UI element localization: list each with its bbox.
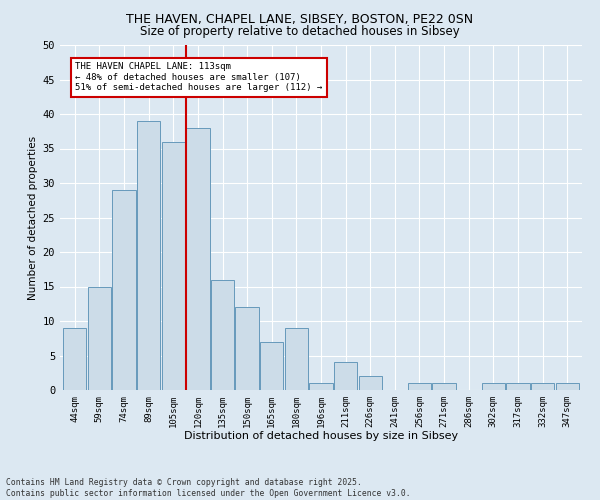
Bar [88, 286, 111, 390]
Bar [408, 383, 431, 390]
Text: Size of property relative to detached houses in Sibsey: Size of property relative to detached ho… [140, 25, 460, 38]
Y-axis label: Number of detached properties: Number of detached properties [28, 136, 38, 300]
Bar [359, 376, 382, 390]
Text: THE HAVEN CHAPEL LANE: 113sqm
← 48% of detached houses are smaller (107)
51% of : THE HAVEN CHAPEL LANE: 113sqm ← 48% of d… [75, 62, 323, 92]
Bar [506, 383, 530, 390]
Bar [211, 280, 234, 390]
Text: THE HAVEN, CHAPEL LANE, SIBSEY, BOSTON, PE22 0SN: THE HAVEN, CHAPEL LANE, SIBSEY, BOSTON, … [127, 12, 473, 26]
Bar [186, 128, 209, 390]
Bar [161, 142, 185, 390]
Bar [310, 383, 332, 390]
Bar [235, 307, 259, 390]
Bar [63, 328, 86, 390]
Bar [482, 383, 505, 390]
Bar [433, 383, 456, 390]
Bar [556, 383, 579, 390]
Bar [334, 362, 358, 390]
X-axis label: Distribution of detached houses by size in Sibsey: Distribution of detached houses by size … [184, 432, 458, 442]
Bar [137, 121, 160, 390]
Bar [531, 383, 554, 390]
Bar [260, 342, 283, 390]
Bar [284, 328, 308, 390]
Text: Contains HM Land Registry data © Crown copyright and database right 2025.
Contai: Contains HM Land Registry data © Crown c… [6, 478, 410, 498]
Bar [112, 190, 136, 390]
